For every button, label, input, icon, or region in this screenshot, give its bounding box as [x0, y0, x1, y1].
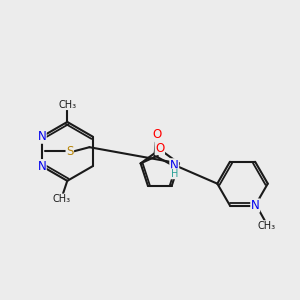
Text: CH₃: CH₃ — [52, 194, 71, 204]
Text: N: N — [38, 160, 46, 172]
Text: CH₃: CH₃ — [58, 100, 76, 110]
Text: N: N — [170, 159, 178, 172]
Text: S: S — [66, 145, 74, 158]
Text: O: O — [155, 142, 164, 154]
Text: H: H — [171, 169, 178, 179]
Text: N: N — [251, 199, 260, 212]
Text: N: N — [38, 130, 46, 143]
Text: CH₃: CH₃ — [258, 221, 276, 231]
Text: O: O — [153, 128, 162, 141]
